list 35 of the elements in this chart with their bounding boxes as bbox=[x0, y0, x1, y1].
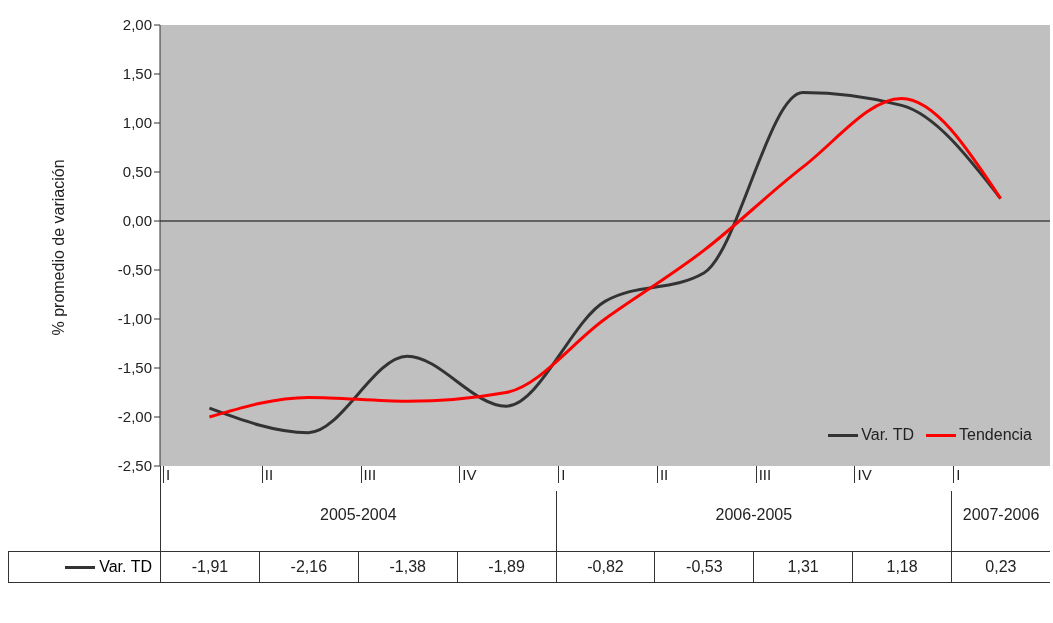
y-tick-label: 1,00 bbox=[122, 114, 152, 132]
y-tick-label: 0,00 bbox=[122, 212, 152, 230]
data-label: -1,91 bbox=[160, 552, 259, 582]
y-tick-label: -0,50 bbox=[117, 261, 152, 279]
data-label: 0,23 bbox=[951, 552, 1050, 582]
x-tick-label: II bbox=[261, 466, 274, 483]
x-tick-label: IV bbox=[459, 466, 477, 483]
legend-label: Var. TD bbox=[861, 426, 915, 444]
y-tick-label: 1,50 bbox=[122, 65, 152, 83]
data-label: -1,38 bbox=[357, 552, 457, 582]
x-tick-label: I bbox=[163, 466, 171, 483]
text: Var. TD bbox=[99, 558, 152, 575]
x-tick-label: IV bbox=[854, 466, 872, 483]
y-tick-label: -2,00 bbox=[117, 408, 152, 426]
data-label: -0,82 bbox=[555, 552, 655, 582]
text: 2006-2005 bbox=[555, 491, 952, 551]
data-label: 1,31 bbox=[753, 552, 853, 582]
x-tick-label: II bbox=[656, 466, 669, 483]
y-tick-label: -1,50 bbox=[117, 359, 152, 377]
y-tick-label: 2,00 bbox=[122, 16, 152, 34]
data-label: -1,89 bbox=[456, 552, 556, 582]
x-tick-label: I bbox=[953, 466, 961, 483]
legend-label: Tendencia bbox=[959, 426, 1032, 444]
text: 2005-2004 bbox=[160, 491, 556, 551]
x-tick-label: I bbox=[558, 466, 566, 483]
y-tick-label: 0,50 bbox=[122, 163, 152, 181]
text: 2007-2006 bbox=[951, 491, 1050, 551]
data-label: -2,16 bbox=[258, 552, 358, 582]
y-axis-title: % promedio de variación bbox=[49, 159, 67, 336]
y-tick-label: -1,00 bbox=[117, 310, 152, 328]
x-tick-label: III bbox=[755, 466, 772, 483]
data-label: 1,18 bbox=[852, 552, 951, 582]
x-tick-label: III bbox=[360, 466, 377, 483]
data-label: -0,53 bbox=[654, 552, 754, 582]
y-tick-label: -2,50 bbox=[117, 457, 152, 475]
